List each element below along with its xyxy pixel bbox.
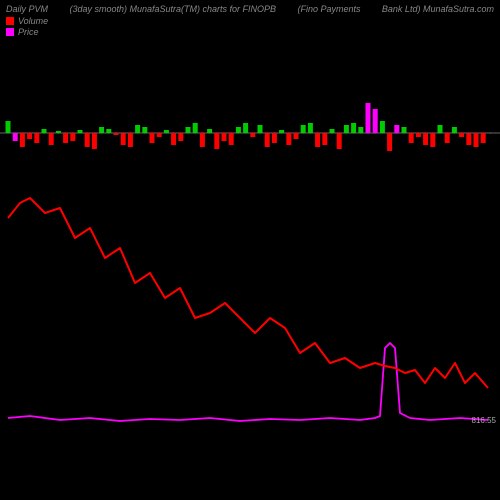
chart-header: Daily PVM (3day smooth) MunafaSutra(TM) … [0,0,500,16]
legend-label-volume: Volume [18,16,48,27]
header-right: Bank Ltd) MunafaSutra.com [382,4,494,14]
legend-swatch-volume [6,17,14,25]
legend-price: Price [6,27,494,38]
chart-area: 816.55 [0,38,500,478]
header-center-left: (3day smooth) MunafaSutra(TM) charts for… [69,4,276,14]
header-left: Daily PVM [6,4,48,14]
chart-svg [0,38,500,478]
legend-swatch-price [6,28,14,36]
legend-label-price: Price [18,27,39,38]
legend: Volume Price [0,16,500,38]
price-end-label: 816.55 [472,416,496,425]
header-center-right: (Fino Payments [297,4,360,14]
legend-volume: Volume [6,16,494,27]
